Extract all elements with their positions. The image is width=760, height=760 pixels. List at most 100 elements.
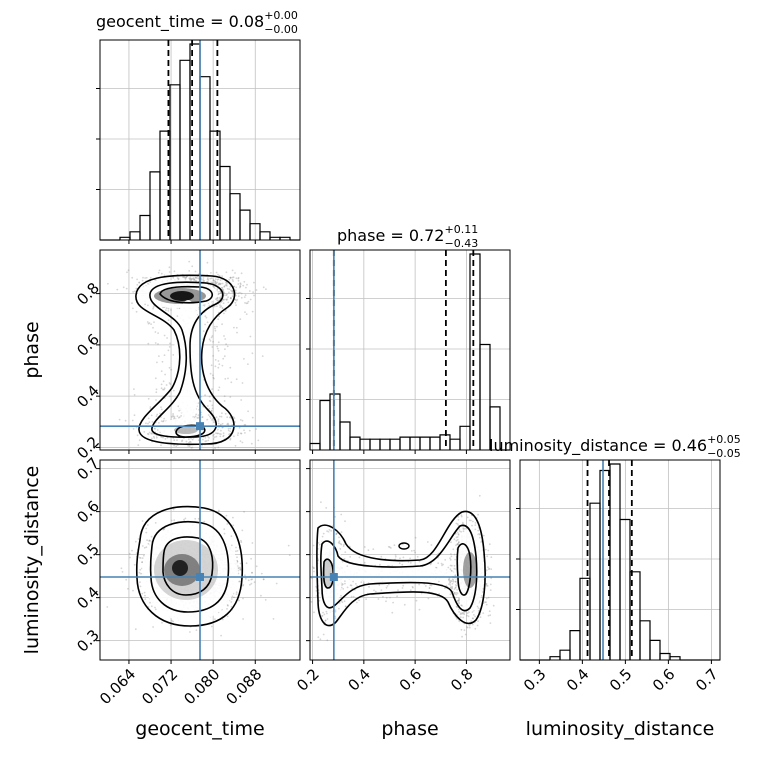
sample-point [206,278,209,281]
sample-point [160,444,162,447]
sample-point [226,423,229,426]
histogram-bar [309,442,321,450]
sample-point [464,527,466,530]
sample-point [253,281,255,284]
sample-point [442,563,444,566]
sample-point [243,429,245,432]
sample-point [462,528,465,531]
sample-point [170,519,173,522]
histogram-bar [259,231,271,240]
sample-point [132,428,135,430]
sample-point [343,558,346,560]
sample-point [474,627,477,630]
sample-point [321,535,324,538]
sample-point [486,585,489,587]
sample-point [414,551,416,554]
histogram-bar [369,438,381,450]
sample-point [191,446,194,449]
sample-point [215,416,218,419]
sample-point [246,283,248,286]
sample-point [418,583,420,586]
sample-point [229,285,232,288]
sample-point [241,441,244,444]
sample-point [172,414,174,417]
x-tick-label: 0.080 [180,665,223,708]
sample-point [225,294,227,297]
sample-point [474,615,476,618]
sample-point [146,539,149,542]
sample-point [250,557,253,560]
sample-point [453,588,456,590]
sample-point [159,412,161,415]
sample-point [190,277,192,280]
histogram-bar [349,436,361,450]
title-geocent-time-text: geocent_time [96,12,205,31]
sample-point [216,288,219,290]
sample-point [229,276,232,279]
sample-point [224,348,226,351]
sample-point [460,514,463,517]
sample-point [220,305,223,308]
sample-point [477,620,479,622]
sample-point [240,296,243,299]
sample-point [251,578,254,581]
title-geocent-time-minus: −0.00 [264,22,298,36]
title-geocent-time-plus: +0.00 [264,8,298,22]
sample-point [226,287,229,290]
sample-point [487,596,490,599]
sample-point [323,613,326,616]
sample-point [358,599,360,602]
sample-point [147,322,150,325]
sample-point [202,330,205,332]
sample-point [315,585,317,588]
sample-point [466,626,469,629]
sample-point [236,298,239,301]
sample-point [450,555,453,558]
sample-point [325,507,328,509]
sample-point [262,578,265,581]
sample-point [172,389,175,392]
sample-point [239,568,242,571]
sample-point [451,578,454,581]
sample-point [233,285,236,288]
sample-point [107,282,109,285]
sample-point [449,581,452,583]
sample-point [156,429,159,431]
sample-point [490,577,493,580]
sample-point [216,299,219,302]
sample-point [455,522,458,525]
sample-point [219,279,222,282]
sample-point [154,331,157,333]
sample-point [244,577,247,580]
sample-point [172,415,175,418]
sample-point [221,288,224,291]
sample-point [237,276,240,279]
sample-point [127,587,129,590]
sample-point [229,430,232,433]
sample-point [165,309,167,312]
title-phase-plus: +0.11 [444,222,479,236]
sample-point [201,416,204,419]
sample-point [343,543,345,546]
panel-frame [519,459,721,661]
sample-point [454,586,457,589]
sample-point [322,633,325,636]
sample-point [172,620,175,623]
sample-point [396,595,398,598]
sample-point [338,542,340,545]
sample-point [344,580,346,582]
panel-frame [99,249,301,451]
sample-point [262,578,265,581]
sample-point [238,427,241,429]
title-luminosity-distance-plus: +0.05 [707,432,741,446]
histogram-bar [339,421,351,450]
sample-point [202,279,205,281]
sample-point [220,415,223,418]
sample-point [235,326,238,329]
sample-point [229,416,232,419]
sample-point [340,543,343,546]
sample-point [169,624,172,626]
sample-point [222,302,225,305]
sample-point [160,436,163,438]
sample-point [201,444,203,447]
